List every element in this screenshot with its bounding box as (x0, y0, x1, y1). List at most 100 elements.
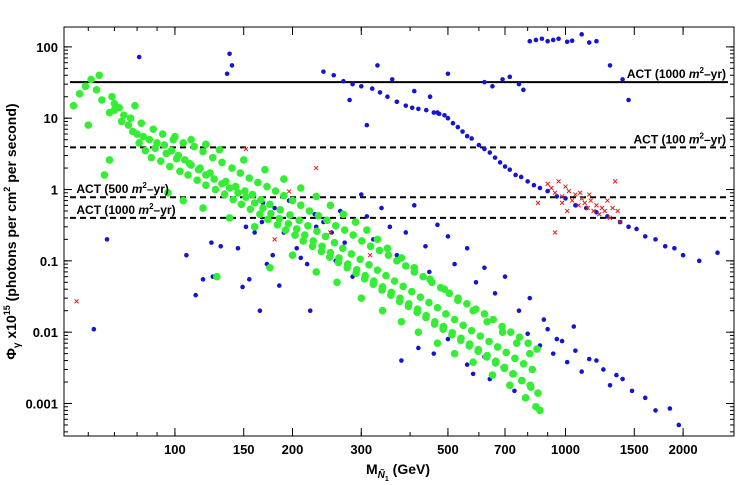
data-point (160, 141, 169, 149)
data-point (264, 215, 272, 224)
data-point (579, 32, 584, 37)
data-point (304, 261, 310, 267)
data-point (243, 146, 249, 152)
data-point (483, 317, 491, 326)
data-point (328, 230, 333, 235)
data-point (272, 205, 277, 211)
data-point (573, 348, 578, 353)
data-point (490, 84, 495, 89)
data-point (410, 263, 419, 272)
data-point (414, 328, 423, 336)
data-point (550, 351, 556, 356)
x-axis-label: MÑ1 (GeV) (366, 461, 430, 483)
data-point (162, 149, 171, 158)
data-point (91, 326, 97, 332)
data-point (397, 317, 406, 326)
data-point (209, 240, 214, 245)
data-point (430, 320, 439, 328)
data-point (399, 358, 404, 363)
data-point (308, 242, 317, 251)
data-point (256, 210, 264, 219)
data-point (271, 187, 280, 195)
data-point (321, 232, 330, 241)
data-point (172, 154, 181, 163)
data-point (452, 261, 457, 267)
data-point (334, 258, 343, 267)
data-point (147, 153, 156, 162)
data-point (617, 219, 623, 225)
data-point (124, 121, 133, 129)
y-tick-label: 0.1 (40, 254, 58, 269)
x-tick-label: 700 (494, 442, 516, 457)
data-point (455, 124, 461, 130)
data-point (87, 75, 95, 84)
data-point (552, 230, 558, 235)
data-point (509, 370, 517, 378)
data-point (384, 251, 393, 259)
data-point (74, 299, 79, 304)
data-point (653, 408, 658, 413)
data-point (108, 92, 116, 101)
data-point (445, 336, 451, 342)
data-point (579, 196, 585, 201)
data-point (156, 157, 165, 165)
data-point (352, 269, 360, 278)
data-point (270, 252, 276, 258)
data-point (445, 71, 451, 77)
data-point (559, 200, 565, 206)
data-point (314, 211, 323, 220)
data-point (215, 146, 224, 154)
data-point (295, 216, 303, 225)
data-point (364, 214, 370, 219)
data-point (117, 117, 126, 126)
data-point (642, 395, 648, 401)
data-point (179, 139, 188, 147)
data-point (389, 77, 395, 82)
data-point (500, 364, 509, 373)
data-point (333, 278, 341, 287)
data-point (642, 234, 648, 239)
data-point (450, 315, 459, 324)
data-point (439, 325, 447, 334)
data-point (312, 268, 321, 276)
data-point (329, 230, 335, 235)
plot-frame (63, 26, 735, 437)
data-point (416, 106, 421, 112)
data-point (288, 196, 297, 205)
data-point (482, 146, 487, 152)
data-point (185, 159, 194, 168)
data-point (246, 205, 255, 213)
data-point (211, 185, 220, 194)
series-layer (69, 32, 720, 428)
data-point (493, 343, 502, 351)
data-point (498, 328, 507, 336)
data-point (193, 292, 198, 298)
data-point (482, 79, 487, 85)
data-point (626, 224, 631, 230)
data-point (680, 252, 686, 258)
data-point (139, 132, 148, 141)
data-point (317, 247, 326, 256)
data-point (541, 317, 547, 322)
data-point (715, 250, 720, 256)
data-point (377, 90, 383, 95)
data-point (433, 339, 442, 348)
data-point (533, 345, 541, 353)
data-point (519, 360, 528, 368)
data-point (363, 226, 371, 234)
data-point (395, 297, 404, 306)
data-point (492, 155, 498, 160)
reference-line-label: ACT (500 m2–yr) (76, 181, 169, 196)
data-point (582, 200, 588, 206)
data-point (360, 275, 369, 283)
data-point (356, 255, 364, 264)
x-tick-label: 500 (437, 442, 459, 457)
data-point (620, 77, 625, 82)
data-point (218, 158, 226, 167)
data-point (448, 330, 456, 339)
data-point (465, 342, 474, 350)
data-point (662, 243, 668, 249)
data-point (110, 106, 119, 114)
data-point (521, 394, 530, 402)
data-point (454, 296, 462, 305)
